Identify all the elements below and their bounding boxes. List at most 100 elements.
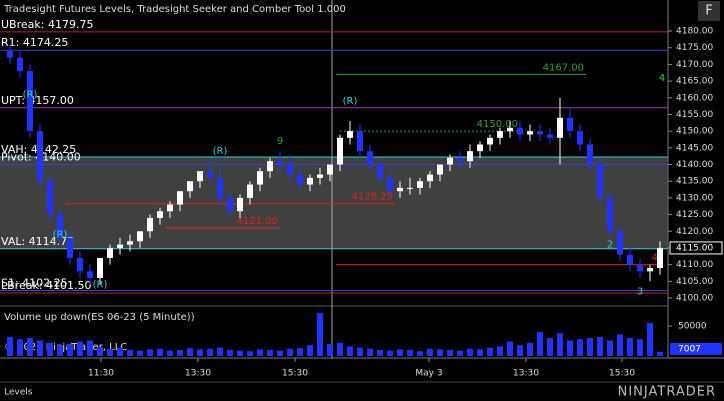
button[interactable] — [698, 1, 720, 21]
volume-bar — [97, 347, 103, 356]
volume-bar — [397, 349, 403, 356]
segment-label: 4 — [652, 253, 658, 264]
volume-bar — [377, 350, 383, 356]
candle-body — [117, 244, 123, 248]
annotation: 9 — [277, 136, 283, 147]
volume-bar — [107, 348, 113, 356]
volume-bar — [137, 350, 143, 356]
candle-body — [47, 181, 53, 215]
candle-body — [257, 171, 263, 185]
annotation: 4 — [659, 73, 665, 84]
candle-body — [97, 257, 103, 278]
tab: Levels — [4, 388, 33, 398]
candle-body — [197, 171, 203, 182]
candle-body — [217, 177, 223, 198]
y-tick-label: 4175.00 — [676, 43, 713, 53]
volume-bar — [537, 332, 543, 356]
candle-body — [587, 144, 593, 165]
segment-label: 4128.25 — [352, 192, 393, 203]
y-tick-label: 4125.00 — [676, 210, 713, 220]
candle-body — [127, 241, 133, 245]
volume-bar — [87, 340, 93, 356]
volume-bar — [157, 348, 163, 356]
candle-body — [77, 257, 83, 272]
volume-bar — [117, 347, 123, 356]
volume-bar — [497, 346, 503, 356]
volume-bar — [627, 338, 633, 356]
volume-bar — [67, 344, 73, 356]
button-label[interactable]: F — [705, 4, 712, 19]
candle-body — [137, 231, 143, 242]
candle-body — [407, 187, 413, 189]
volume-bar — [297, 348, 303, 356]
y-tick-label: 4120.00 — [676, 227, 713, 237]
level-label: UBreak: 4179.75 — [1, 18, 93, 31]
candle-body — [107, 247, 113, 258]
candle-body — [617, 231, 623, 255]
candle-body — [67, 237, 73, 258]
candle-body — [577, 131, 583, 145]
volume-bar — [407, 350, 413, 356]
volume-bar — [147, 349, 153, 356]
candle-body — [227, 197, 233, 212]
segment-label: 4167.00 — [543, 62, 584, 73]
y-tick-label: 4105.00 — [676, 277, 713, 287]
y-tick-label: 4135.00 — [676, 177, 713, 187]
x-tick-label: 13:30 — [185, 369, 211, 379]
candle-body — [607, 197, 613, 232]
y-tick-label: 4170.00 — [676, 60, 713, 70]
annotation: (R) — [93, 280, 108, 291]
volume-bar — [227, 350, 233, 356]
y-tick-label: 4100.00 — [676, 293, 713, 303]
volume-bar — [267, 350, 273, 356]
candle-body — [387, 177, 393, 192]
volume-bar — [477, 349, 483, 356]
y-tick-label: 4155.00 — [676, 110, 713, 120]
candle-body — [377, 164, 383, 178]
x-tick-label: 11:30 — [88, 369, 114, 379]
candle-body — [597, 164, 603, 198]
volume-bar — [247, 351, 253, 356]
volume-bar — [587, 338, 593, 356]
x-tick-label: May 3 — [415, 369, 442, 379]
y-tick-label: 4145.00 — [676, 143, 713, 153]
volume-bar — [257, 349, 263, 356]
candle-body — [457, 157, 463, 162]
volume-bar — [567, 340, 573, 356]
volume-bar — [557, 333, 563, 356]
volume-bar — [577, 339, 583, 356]
value-area — [0, 157, 668, 249]
candle-body — [357, 131, 363, 152]
volume-bar — [357, 347, 363, 356]
y-tick-label: 4165.00 — [676, 77, 713, 87]
candle-body — [507, 127, 513, 132]
annotation: 3 — [637, 286, 643, 297]
candle-body — [527, 131, 533, 135]
volume-tick-label: 50000 — [678, 322, 707, 332]
level-label: LBreak: 4101.50 — [1, 279, 92, 292]
volume-bar — [307, 345, 313, 356]
candle-body — [547, 134, 553, 138]
volume-bar — [437, 349, 443, 356]
volume-bar — [57, 345, 63, 356]
volume-bar — [237, 350, 243, 356]
volume-bar — [287, 348, 293, 356]
volume-bar — [337, 342, 343, 356]
volume-bar — [197, 349, 203, 356]
volume-bar — [177, 350, 183, 356]
candle-body — [297, 174, 303, 185]
volume-bar — [607, 340, 613, 356]
volume-bar — [457, 350, 463, 356]
y-tick-label: 4110.00 — [676, 260, 713, 270]
candle-body — [147, 217, 153, 232]
y-tick-label: 4180.00 — [676, 27, 713, 37]
volume-bar — [647, 323, 653, 356]
level-label: S1: 4102.25 — [1, 276, 68, 289]
candle-body — [317, 174, 323, 178]
candle-body — [7, 51, 13, 58]
volume-title: Volume up down(ES 06-23 (5 Minute)) — [4, 312, 195, 323]
candle-body — [497, 131, 503, 138]
volume-bar — [277, 350, 283, 356]
volume-bar — [207, 348, 213, 356]
